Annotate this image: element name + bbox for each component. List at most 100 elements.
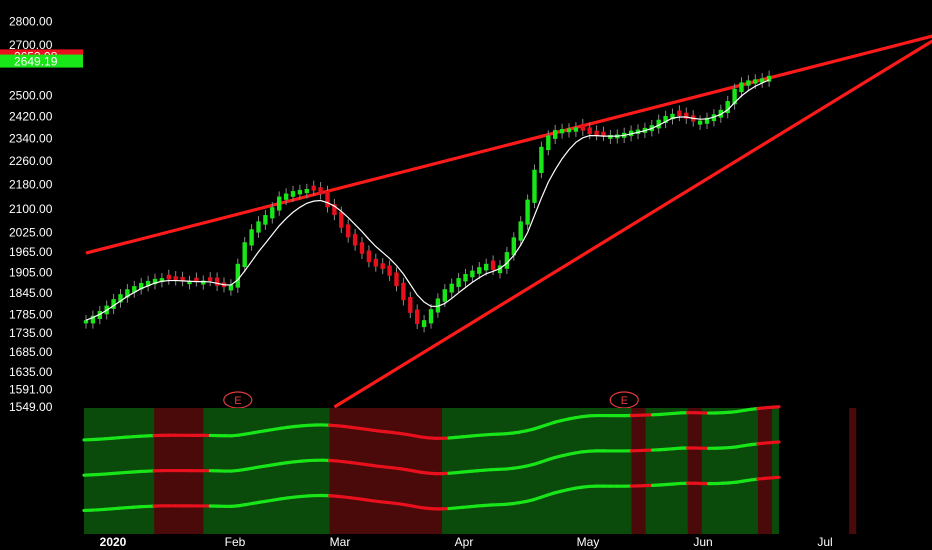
candle-down <box>366 250 372 263</box>
candle-up <box>118 294 123 303</box>
candle-down <box>387 265 392 276</box>
y-tick-label: 1965.00 <box>9 245 53 259</box>
candle-down <box>415 309 420 324</box>
candle-down <box>311 185 316 191</box>
candle-up <box>463 274 468 282</box>
y-tick-label: 1635.00 <box>9 365 53 379</box>
candle-down <box>332 204 337 216</box>
x-axis: 2020 Feb Mar Apr May Jun Jul <box>100 535 833 549</box>
price-tags: 2653.982649.19 <box>0 49 83 69</box>
candle-down <box>359 242 365 254</box>
y-tick-label: 1591.00 <box>9 383 53 397</box>
price-tag: 2649.19 <box>0 54 83 69</box>
candles <box>83 70 772 333</box>
candle-down <box>490 260 496 270</box>
candle-up <box>532 169 537 203</box>
candle-up <box>159 278 165 283</box>
candle-up <box>704 117 710 124</box>
candle-up <box>539 146 544 173</box>
candle-up <box>304 188 309 194</box>
candle-up <box>242 242 247 268</box>
candle-up <box>697 120 703 125</box>
candle-up <box>732 88 737 105</box>
candle-down <box>318 187 323 195</box>
candle-up <box>504 252 510 269</box>
candle-up <box>83 320 89 324</box>
indicator-bear-zone <box>687 408 702 534</box>
candle-up <box>97 311 102 320</box>
candle-up <box>435 298 441 313</box>
y-tick-label: 2420.00 <box>9 109 53 123</box>
y-tick-label: 2025.00 <box>9 226 53 240</box>
candle-down <box>601 131 606 136</box>
candle-down <box>180 276 185 281</box>
candle-up <box>456 278 461 287</box>
candle-down <box>380 263 385 269</box>
earnings-marker-label: E <box>234 395 241 407</box>
candle-up <box>283 193 289 200</box>
candle-down <box>594 130 599 136</box>
candle-up <box>228 284 234 291</box>
y-tick-label: 1905.00 <box>9 265 53 279</box>
candle-up <box>725 101 730 114</box>
candle-up <box>270 207 275 219</box>
candle-up <box>290 191 296 197</box>
candle-down <box>194 277 199 282</box>
candle-up <box>511 237 516 256</box>
earnings-marker-label: E <box>621 395 628 407</box>
candle-down <box>339 211 344 228</box>
candle-up <box>663 115 668 123</box>
candle-up <box>442 289 447 302</box>
candle-down <box>214 277 220 286</box>
y-axis: 2800.00 2700.00 2500.00 2420.00 2340.00 2260.… <box>9 15 53 414</box>
candle-up <box>145 280 151 287</box>
candle-up <box>484 263 489 271</box>
candle-down <box>394 272 399 287</box>
candle-up <box>449 283 454 293</box>
candle-up <box>132 286 137 293</box>
x-tick-label: Mar <box>330 535 351 549</box>
y-tick-label: 1845.00 <box>9 286 53 300</box>
y-tick-label: 2340.00 <box>9 131 53 145</box>
candle-up <box>608 135 613 139</box>
x-tick-label: May <box>577 535 600 549</box>
candle-down <box>401 282 406 301</box>
indicator-line-segment <box>770 405 781 409</box>
candle-up <box>559 128 565 134</box>
trendline-lower[interactable] <box>333 10 932 409</box>
candle-down <box>684 112 689 119</box>
candle-up <box>235 263 240 288</box>
candle-up <box>739 82 744 93</box>
candle-down <box>173 276 178 281</box>
indicator-bear-zone <box>849 408 857 534</box>
candle-up <box>670 113 675 120</box>
indicator-line-segment <box>770 475 781 480</box>
candle-up <box>111 299 116 309</box>
candle-up <box>573 127 579 132</box>
candle-down <box>166 274 171 280</box>
candle-up <box>277 196 282 211</box>
indicator-line-segment <box>770 440 781 445</box>
y-tick-label: 2180.00 <box>9 177 53 191</box>
moving-average-line <box>85 79 770 321</box>
candle-up <box>746 80 751 86</box>
candle-down <box>352 234 358 246</box>
candle-down <box>325 190 330 208</box>
y-tick-label: 1785.00 <box>9 308 53 322</box>
y-tick-label: 2500.00 <box>9 88 53 102</box>
y-tick-label: 2260.00 <box>9 154 53 168</box>
x-tick-label: Feb <box>225 535 246 549</box>
candle-up <box>187 280 192 285</box>
candle-up <box>766 75 772 82</box>
candle-up <box>760 78 765 83</box>
candle-up <box>470 270 475 278</box>
candle-up <box>711 114 717 122</box>
candle-down <box>373 258 378 267</box>
candle-up <box>125 289 130 298</box>
x-tick-label: Jun <box>693 535 712 549</box>
y-tick-label: 2100.00 <box>9 202 53 216</box>
candle-down <box>587 127 592 134</box>
candle-up <box>139 282 144 290</box>
y-tick-label: 2700.00 <box>9 38 53 52</box>
